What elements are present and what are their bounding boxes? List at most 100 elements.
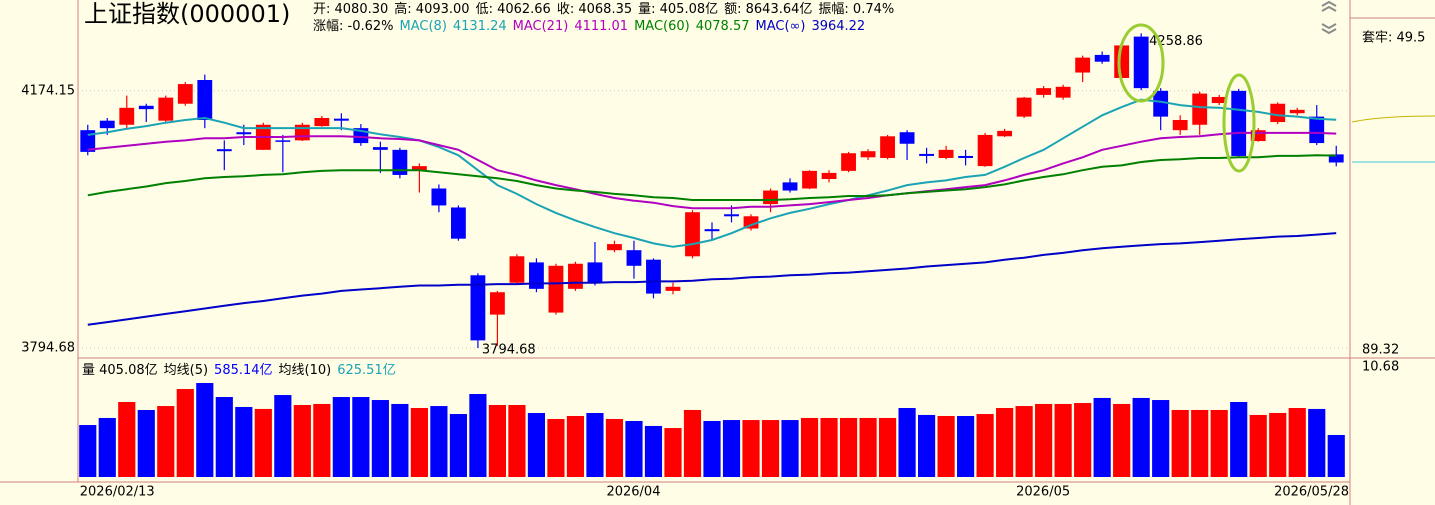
volume-bar [196,383,214,477]
candle-body [275,140,291,142]
candle-body [1250,130,1266,142]
high-annotation: 4258.86 [1149,34,1203,49]
right-panel-label: 10.68 [1362,360,1399,375]
volume-bar [898,408,916,477]
candle-body [119,107,135,125]
ma-line [87,232,1337,326]
volume-bar [157,406,175,477]
candle-body [548,265,564,313]
info-item: 收: 4068.35 [557,2,632,17]
candle-body [1289,109,1305,114]
candle-body [1172,120,1188,131]
legend-name: MAC(21) [513,19,569,34]
candle-body [1328,154,1344,163]
candle-body [99,120,115,129]
candle-body [216,149,232,152]
volume-bar [1288,408,1306,477]
volume-bar [332,397,350,477]
info-item: 振幅: 0.74% [818,2,894,17]
volume-bar [566,415,585,477]
volume-bar [839,417,858,477]
volume-bar [937,415,955,477]
candle-body [587,262,603,284]
candle-body [899,132,915,144]
candle-body [938,149,954,158]
candle-body [197,80,213,121]
volume-bar [1171,409,1189,477]
chart-title: 上证指数(000001) [84,0,290,28]
volume-bar [761,420,780,477]
candle-body [1133,36,1149,89]
volume-legend-item: 585.14亿 [214,363,273,378]
volume-bar [1152,400,1170,477]
volume-bar [235,406,253,477]
plot: 3794.68 4174.15 2026/02/13 2026/04 2026/05 20… [21,30,1425,500]
volume-bar [605,419,624,477]
volume-bar [313,403,331,477]
legend-value: 4131.24 [453,19,507,34]
candle-body [1094,54,1110,62]
chip-curve [1351,115,1435,123]
volume-bar [1249,414,1267,477]
volume-bar [508,405,526,477]
volume-bar [683,409,702,477]
candle-body [294,124,310,141]
candle-body [1192,93,1208,125]
candle-body [1055,86,1071,98]
volume-bar [878,417,897,477]
candle-body [919,153,934,156]
candle-body [821,172,837,179]
volume-bar [79,425,97,477]
info-item: 量: 405.08亿 [638,2,718,17]
candle-body [411,166,427,171]
candle-body [1153,90,1169,117]
volume-bar [664,428,682,477]
volume-bar [371,400,389,477]
x-tick-label: 2026/05/28 [1274,485,1349,500]
candle-body [743,216,759,229]
candle-body [880,136,895,158]
volume-bar [781,420,799,477]
volume-bar [430,406,448,477]
legend-value: 3964.22 [811,19,865,34]
candle-body [997,130,1013,137]
x-tick-label: 2026/04 [606,485,660,500]
legend-name: MAC(60) [634,19,690,34]
volume-bar [820,417,838,477]
candle-body [392,149,408,175]
candle-body [333,118,349,121]
highlight-ellipse [1117,23,1165,103]
candle-body [860,151,876,158]
right-panel-label: 套牢: 49.5 [1362,30,1425,46]
right-panel-label: 89.32 [1362,343,1399,358]
change-item: 涨幅: -0.62% [313,19,394,34]
candle-body [626,250,642,266]
candle-body [1036,88,1052,95]
volume-bar [800,417,819,477]
legend-value: 4111.01 [574,19,628,34]
volume-bar [1269,412,1287,477]
candle-body [802,170,817,189]
volume-bar [410,408,428,477]
volume-bar [1113,403,1131,477]
candle-body [977,134,993,167]
volume-bar [1035,403,1053,477]
candle-body [568,263,583,289]
scroll-icon[interactable] [1321,0,1337,35]
legend-value: 4078.57 [696,19,750,34]
candle-body [431,188,447,206]
volume-legend-item: 625.51亿 [337,363,396,378]
volume-bar [1210,409,1228,477]
volume-bar [586,412,604,477]
volume-bar [1308,408,1326,477]
candle-body [177,84,193,104]
candle-body [958,155,974,158]
volume-bar [918,414,936,477]
volume-bar [1132,397,1150,477]
candle-body [1016,97,1032,117]
candle-body [724,214,739,217]
candle-body [685,212,700,257]
volume-legend-item: 均线(10) [279,363,332,378]
volume-bar [527,412,546,477]
volume-bar [742,420,760,477]
